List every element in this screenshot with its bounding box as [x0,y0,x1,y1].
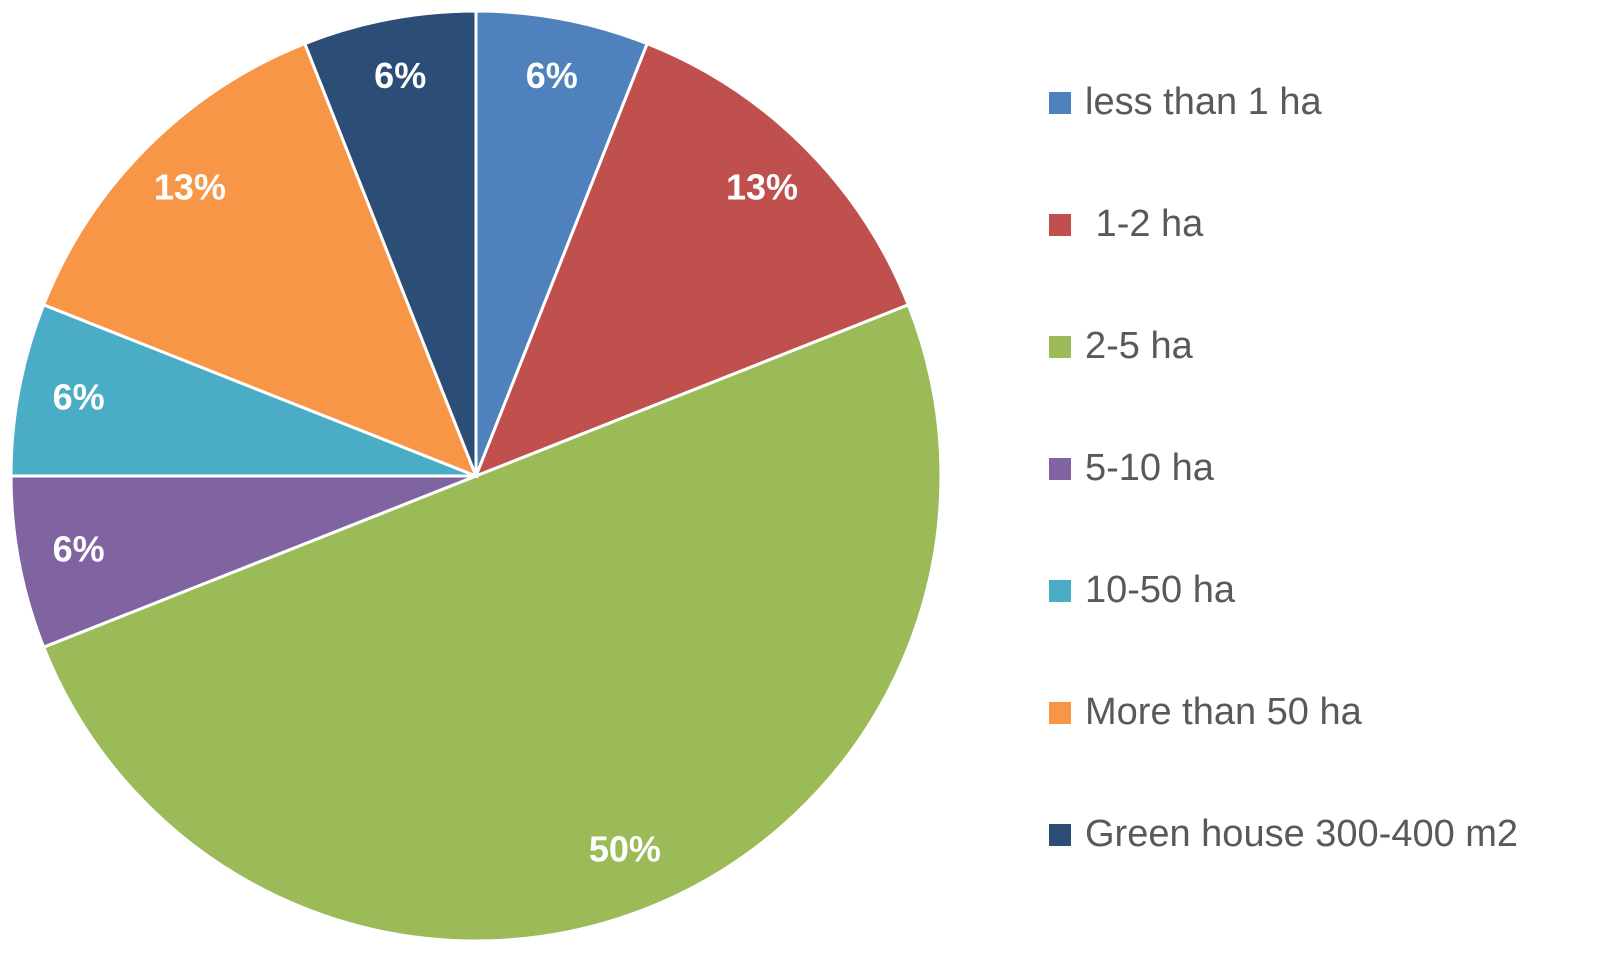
legend-label: 1-2 ha [1085,203,1204,245]
data-label: 6% [374,55,426,96]
data-label: 6% [526,55,578,96]
pie-slice [473,41,911,479]
legend-swatch [1049,824,1071,846]
pie-slice [41,302,943,943]
data-label: 6% [53,528,105,569]
legend-swatch [1049,702,1071,724]
legend-label: Green house 300-400 m2 [1085,813,1518,855]
pie-slice [302,9,478,477]
pie-slice [474,9,650,477]
data-label: 6% [53,377,105,418]
pie-slice [9,302,477,478]
legend-label: More than 50 ha [1085,691,1363,733]
legend-swatch [1049,336,1071,358]
legend-label: 10-50 ha [1085,569,1236,611]
legend-label: 2-5 ha [1085,325,1194,367]
data-label: 13% [154,166,226,207]
legend-label: less than 1 ha [1085,81,1322,123]
legend-label: 5-10 ha [1085,447,1215,489]
legend-swatch [1049,214,1071,236]
pie-slice [9,474,477,650]
data-label: 50% [589,829,661,870]
legend-swatch [1049,580,1071,602]
pie-slice [41,41,479,479]
legend-swatch [1049,92,1071,114]
data-label: 13% [726,166,798,207]
legend-swatch [1049,458,1071,480]
